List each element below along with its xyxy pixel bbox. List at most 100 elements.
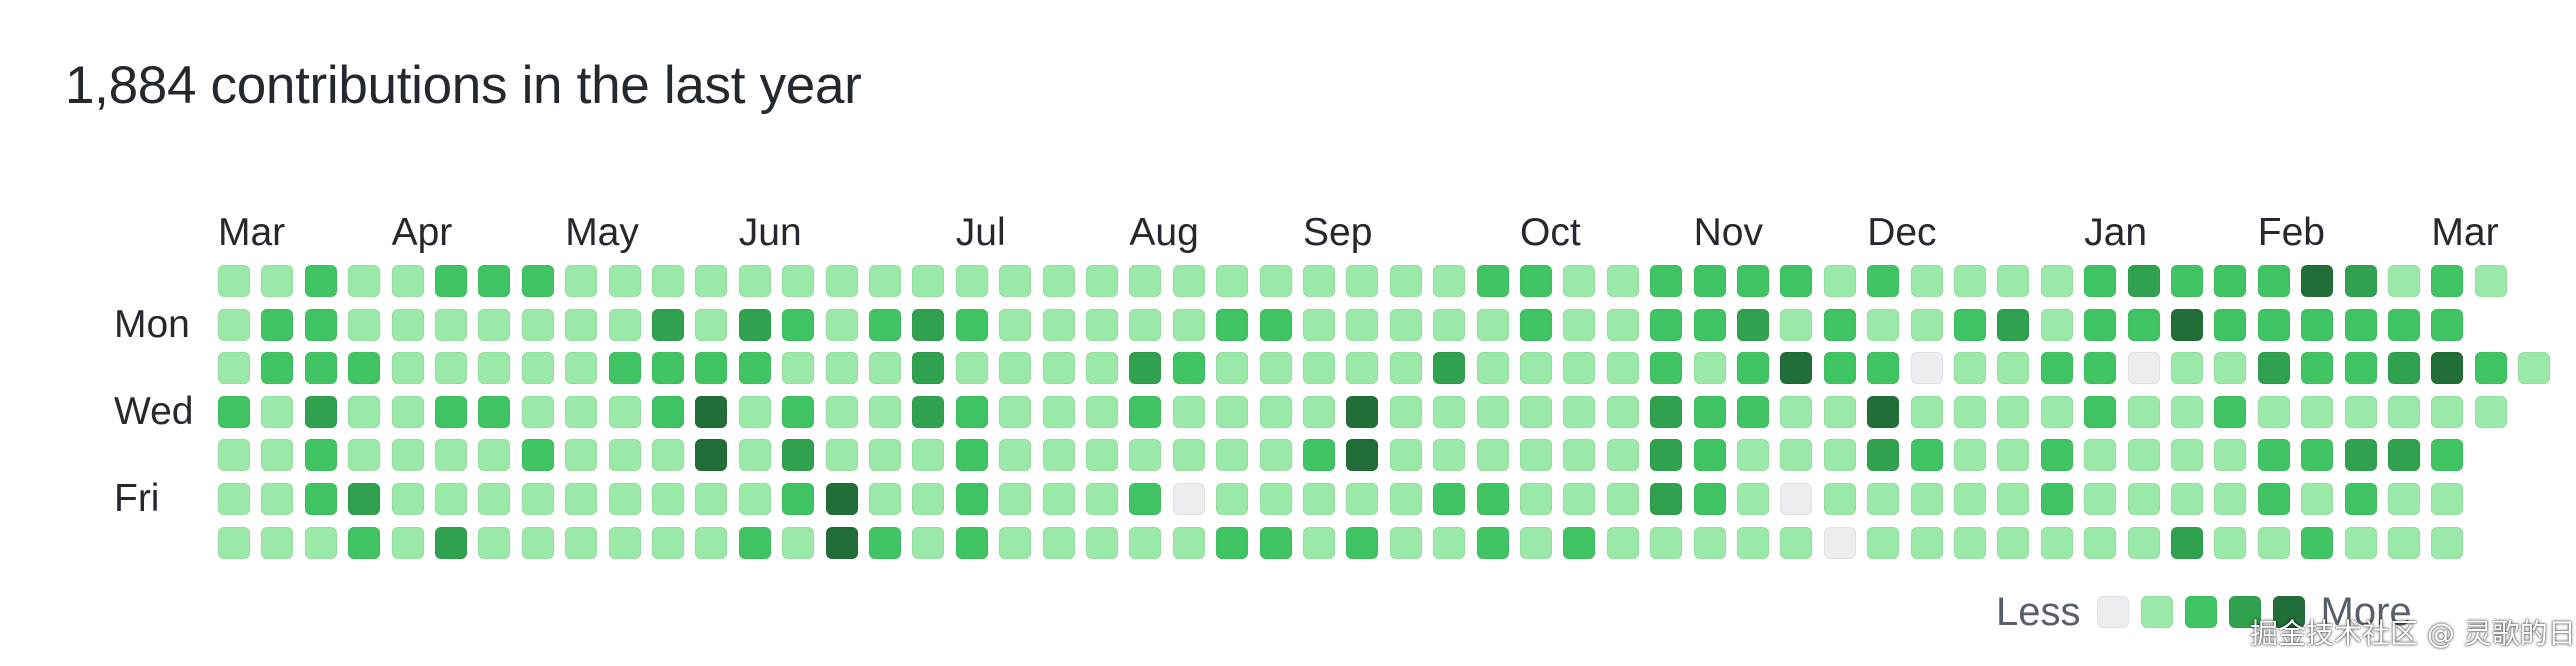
contribution-day-cell[interactable] <box>1520 483 1552 515</box>
contribution-day-cell[interactable] <box>782 265 814 297</box>
contribution-day-cell[interactable] <box>2128 309 2160 341</box>
contribution-day-cell[interactable] <box>1694 265 1726 297</box>
contribution-day-cell[interactable] <box>869 396 901 428</box>
contribution-day-cell[interactable] <box>652 483 684 515</box>
contribution-day-cell[interactable] <box>218 265 250 297</box>
contribution-day-cell[interactable] <box>999 309 1031 341</box>
contribution-day-cell[interactable] <box>1737 352 1769 384</box>
contribution-day-cell[interactable] <box>739 352 771 384</box>
contribution-day-cell[interactable] <box>2345 309 2377 341</box>
contribution-day-cell[interactable] <box>1737 396 1769 428</box>
contribution-day-cell[interactable] <box>1043 439 1075 471</box>
contribution-day-cell[interactable] <box>1346 352 1378 384</box>
contribution-day-cell[interactable] <box>2171 483 2203 515</box>
contribution-day-cell[interactable] <box>1954 352 1986 384</box>
contribution-day-cell[interactable] <box>652 352 684 384</box>
contribution-day-cell[interactable] <box>305 483 337 515</box>
contribution-day-cell[interactable] <box>1780 352 1812 384</box>
contribution-day-cell[interactable] <box>1390 265 1422 297</box>
contribution-day-cell[interactable] <box>478 309 510 341</box>
contribution-day-cell[interactable] <box>1824 527 1856 559</box>
contribution-day-cell[interactable] <box>912 352 944 384</box>
contribution-day-cell[interactable] <box>2171 527 2203 559</box>
contribution-day-cell[interactable] <box>999 439 1031 471</box>
contribution-day-cell[interactable] <box>392 483 424 515</box>
contribution-day-cell[interactable] <box>565 265 597 297</box>
contribution-day-cell[interactable] <box>2041 483 2073 515</box>
contribution-day-cell[interactable] <box>609 439 641 471</box>
contribution-day-cell[interactable] <box>1129 309 1161 341</box>
contribution-day-cell[interactable] <box>1650 439 1682 471</box>
contribution-day-cell[interactable] <box>2041 265 2073 297</box>
contribution-day-cell[interactable] <box>1260 439 1292 471</box>
contribution-day-cell[interactable] <box>1563 352 1595 384</box>
contribution-day-cell[interactable] <box>609 352 641 384</box>
contribution-day-cell[interactable] <box>1563 396 1595 428</box>
contribution-day-cell[interactable] <box>1954 439 1986 471</box>
contribution-day-cell[interactable] <box>261 527 293 559</box>
contribution-day-cell[interactable] <box>2258 396 2290 428</box>
contribution-day-cell[interactable] <box>1129 483 1161 515</box>
contribution-day-cell[interactable] <box>348 352 380 384</box>
contribution-day-cell[interactable] <box>826 309 858 341</box>
contribution-day-cell[interactable] <box>1477 396 1509 428</box>
contribution-day-cell[interactable] <box>2128 396 2160 428</box>
contribution-day-cell[interactable] <box>348 309 380 341</box>
contribution-day-cell[interactable] <box>2214 527 2246 559</box>
contribution-day-cell[interactable] <box>2171 396 2203 428</box>
contribution-day-cell[interactable] <box>1260 309 1292 341</box>
contribution-day-cell[interactable] <box>739 309 771 341</box>
contribution-day-cell[interactable] <box>999 352 1031 384</box>
contribution-day-cell[interactable] <box>565 439 597 471</box>
contribution-day-cell[interactable] <box>1260 527 1292 559</box>
contribution-day-cell[interactable] <box>782 352 814 384</box>
contribution-day-cell[interactable] <box>2388 439 2420 471</box>
contribution-day-cell[interactable] <box>1954 483 1986 515</box>
contribution-day-cell[interactable] <box>1737 527 1769 559</box>
contribution-day-cell[interactable] <box>1867 396 1899 428</box>
contribution-day-cell[interactable] <box>1867 527 1899 559</box>
contribution-day-cell[interactable] <box>1911 483 1943 515</box>
contribution-day-cell[interactable] <box>956 309 988 341</box>
contribution-day-cell[interactable] <box>2388 309 2420 341</box>
contribution-day-cell[interactable] <box>2084 483 2116 515</box>
contribution-day-cell[interactable] <box>1824 265 1856 297</box>
contribution-day-cell[interactable] <box>261 265 293 297</box>
contribution-day-cell[interactable] <box>869 483 901 515</box>
contribution-day-cell[interactable] <box>1173 483 1205 515</box>
contribution-day-cell[interactable] <box>1260 483 1292 515</box>
contribution-day-cell[interactable] <box>1173 309 1205 341</box>
contribution-day-cell[interactable] <box>1346 527 1378 559</box>
contribution-day-cell[interactable] <box>305 265 337 297</box>
contribution-day-cell[interactable] <box>1563 309 1595 341</box>
contribution-day-cell[interactable] <box>1650 265 1682 297</box>
contribution-day-cell[interactable] <box>2301 265 2333 297</box>
contribution-day-cell[interactable] <box>348 396 380 428</box>
contribution-day-cell[interactable] <box>478 396 510 428</box>
contribution-day-cell[interactable] <box>826 439 858 471</box>
contribution-day-cell[interactable] <box>392 265 424 297</box>
contribution-day-cell[interactable] <box>2388 265 2420 297</box>
contribution-day-cell[interactable] <box>1520 439 1552 471</box>
contribution-day-cell[interactable] <box>869 309 901 341</box>
contribution-day-cell[interactable] <box>2388 396 2420 428</box>
contribution-day-cell[interactable] <box>478 483 510 515</box>
contribution-day-cell[interactable] <box>2214 396 2246 428</box>
contribution-day-cell[interactable] <box>435 265 467 297</box>
contribution-day-cell[interactable] <box>1129 265 1161 297</box>
contribution-day-cell[interactable] <box>2171 352 2203 384</box>
contribution-day-cell[interactable] <box>695 309 727 341</box>
contribution-day-cell[interactable] <box>1260 265 1292 297</box>
contribution-day-cell[interactable] <box>1997 439 2029 471</box>
contribution-day-cell[interactable] <box>1433 527 1465 559</box>
contribution-day-cell[interactable] <box>1607 265 1639 297</box>
contribution-day-cell[interactable] <box>1086 265 1118 297</box>
contribution-day-cell[interactable] <box>652 439 684 471</box>
contribution-day-cell[interactable] <box>1433 352 1465 384</box>
contribution-day-cell[interactable] <box>1694 396 1726 428</box>
contribution-day-cell[interactable] <box>1650 527 1682 559</box>
contribution-day-cell[interactable] <box>1433 265 1465 297</box>
contribution-day-cell[interactable] <box>1520 527 1552 559</box>
contribution-day-cell[interactable] <box>435 352 467 384</box>
contribution-day-cell[interactable] <box>1563 527 1595 559</box>
